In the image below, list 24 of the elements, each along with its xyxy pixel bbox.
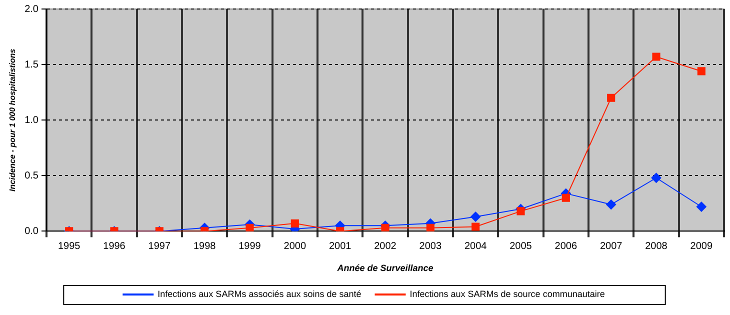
legend-label: Infections aux SARMs associés aux soins de santé	[158, 288, 362, 299]
x-tick-label: 2001	[328, 240, 352, 252]
y-tick-label: 2.0	[24, 4, 39, 15]
x-tick-label: 1998	[193, 240, 216, 252]
x-tick-label: 2004	[464, 240, 488, 252]
x-tick-label: 2003	[419, 240, 442, 252]
y-tick-label: 1.5	[24, 59, 39, 70]
x-tick-label: 1999	[238, 240, 262, 252]
x-tick-label: 2007	[600, 240, 623, 252]
x-tick-label: 2006	[554, 240, 578, 252]
x-tick-label: 2008	[645, 240, 668, 252]
x-axis-title: Année de Surveillance	[336, 263, 434, 274]
y-tick-label: 0.5	[24, 170, 39, 182]
legend-label: Infections aux SARMs de source communautaire	[410, 288, 605, 299]
x-tick-label: 2009	[690, 240, 713, 252]
x-tick-label: 1996	[103, 240, 126, 252]
x-tick-label: 1997	[148, 240, 171, 252]
y-tick-label: 0.0	[24, 226, 39, 237]
x-tick-label: 2005	[510, 240, 532, 252]
y-tick-label: 1.0	[24, 114, 39, 126]
x-tick-label: 1995	[58, 240, 81, 252]
x-tick-label: 2002	[374, 240, 397, 252]
y-axis-title: Incidence - pour 1 000 hospitalistions	[8, 48, 18, 192]
x-tick-label: 2000	[284, 240, 306, 252]
